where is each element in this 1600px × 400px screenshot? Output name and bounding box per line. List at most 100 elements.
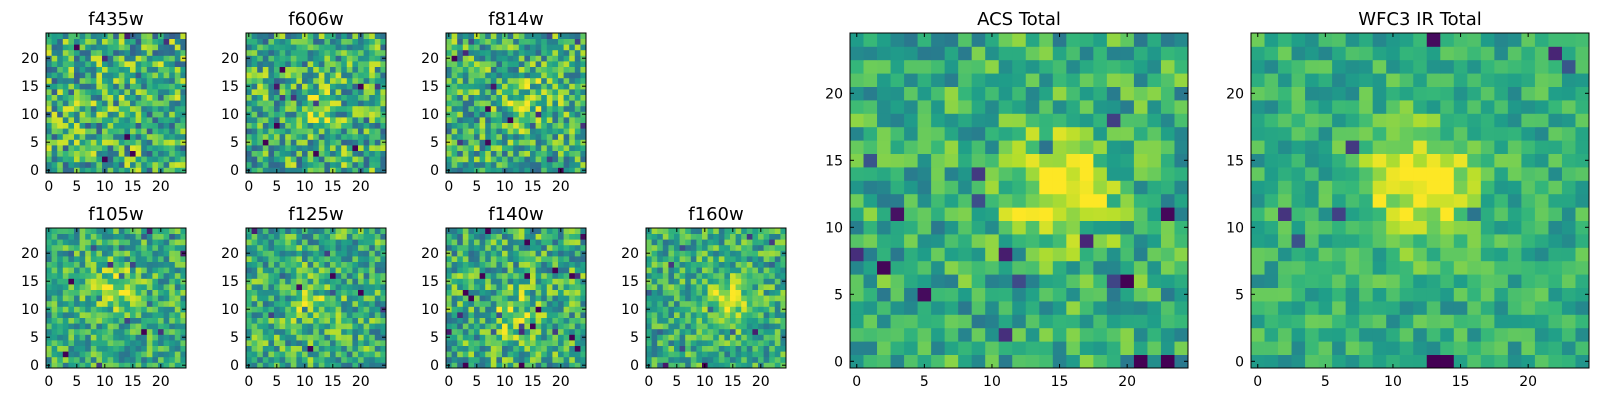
heatmap-cell (152, 167, 159, 174)
heatmap-cell (62, 94, 69, 101)
heatmap-cell (552, 167, 559, 174)
heatmap-cell (90, 33, 97, 39)
heatmap-cell (363, 317, 370, 324)
heatmap-cell (580, 228, 587, 234)
heatmap-cell (850, 234, 864, 248)
heatmap-cell (468, 312, 475, 318)
heatmap-cell (68, 289, 75, 296)
heatmap-cell (274, 77, 280, 84)
heatmap-cell (51, 150, 58, 157)
heatmap-cell (79, 61, 86, 67)
heatmap-cell (374, 33, 381, 39)
heatmap-cell (474, 128, 480, 135)
heatmap-cell (57, 128, 64, 135)
heatmap-cell (518, 49, 525, 56)
heatmap-cell (535, 72, 542, 79)
heatmap-cell (90, 83, 97, 90)
heatmap-cell (290, 33, 297, 39)
heatmap-cell (457, 244, 464, 251)
heatmap-cell (324, 295, 331, 302)
heatmap-cell (262, 261, 269, 268)
heatmap-cell (285, 345, 292, 352)
heatmap-cell (62, 345, 69, 352)
heatmap-cell (307, 161, 314, 168)
heatmap-cell (118, 228, 125, 234)
heatmap-cell (346, 33, 353, 39)
heatmap-cell (457, 289, 464, 296)
heatmap-cell (1066, 341, 1081, 355)
heatmap-cell (313, 139, 320, 146)
heatmap-cell (513, 289, 520, 296)
heatmap-cell (68, 284, 75, 290)
heatmap-cell (657, 284, 664, 290)
heatmap-cell (569, 89, 576, 95)
heatmap-cell (174, 250, 181, 257)
heatmap-cell (274, 272, 280, 279)
heatmap-cell (657, 256, 664, 262)
heatmap-cell (474, 278, 480, 285)
heatmap-cell (780, 345, 787, 352)
heatmap-cell (302, 77, 308, 84)
heatmap-cell (107, 362, 114, 369)
y-tick-label: 15 (421, 79, 439, 95)
heatmap-cell (285, 122, 292, 129)
heatmap-cell (502, 111, 508, 118)
heatmap-cell (57, 278, 64, 285)
heatmap-cell (113, 356, 120, 363)
heatmap-cell (302, 239, 308, 246)
heatmap-cell (730, 289, 736, 296)
heatmap-cell (468, 49, 475, 56)
heatmap-cell (713, 233, 720, 240)
heatmap-cell (668, 351, 675, 358)
heatmap-cell (730, 272, 736, 279)
heatmap-cell (769, 300, 776, 307)
heatmap-cell (257, 256, 264, 262)
heatmap-cell (290, 289, 297, 296)
heatmap-cell (541, 250, 548, 257)
heatmap-cell (662, 362, 669, 369)
heatmap-cell (257, 306, 264, 313)
heatmap-cell (102, 161, 108, 168)
heatmap-cell (535, 328, 542, 335)
heatmap-cell (558, 317, 564, 324)
heatmap-cell (1012, 167, 1027, 181)
heatmap-cell (90, 328, 97, 335)
heatmap-cell (462, 328, 469, 335)
heatmap-cell (518, 83, 525, 90)
heatmap-cell (74, 128, 80, 135)
heatmap-cell (1147, 180, 1162, 195)
heatmap-cell (674, 289, 680, 296)
heatmap-cell (262, 150, 269, 157)
heatmap-cell (730, 239, 736, 246)
heatmap-cell (68, 312, 75, 318)
heatmap-cell (863, 180, 878, 195)
y-tick-label: 0 (630, 358, 639, 374)
heatmap-cell (251, 345, 258, 352)
heatmap-cell (1039, 314, 1054, 329)
heatmap-cell (496, 345, 503, 352)
heatmap-cell (346, 289, 353, 296)
heatmap-cell (246, 145, 252, 151)
heatmap-cell (490, 261, 497, 268)
heatmap-cell (279, 77, 286, 84)
panel-title-f140w: f140w (488, 204, 543, 225)
heatmap-cell (513, 72, 520, 79)
heatmap-cell (524, 289, 531, 296)
heatmap-cell (251, 261, 258, 268)
heatmap-cell (1066, 180, 1081, 195)
heatmap-cell (51, 340, 58, 346)
heatmap-cell (574, 61, 581, 67)
heatmap-cell (324, 239, 331, 246)
heatmap-cell (502, 83, 508, 90)
heatmap-cell (546, 111, 553, 118)
heatmap-cell (985, 314, 1000, 329)
heatmap-cell (152, 66, 159, 73)
heatmap-cell (507, 328, 514, 335)
heatmap-cell (479, 89, 486, 95)
heatmap-cell (279, 38, 286, 45)
heatmap-cell (524, 261, 531, 268)
heatmap-cell (502, 233, 508, 240)
heatmap-cell (324, 244, 331, 251)
heatmap-cell (1106, 260, 1121, 275)
heatmap-cell (1052, 234, 1067, 248)
